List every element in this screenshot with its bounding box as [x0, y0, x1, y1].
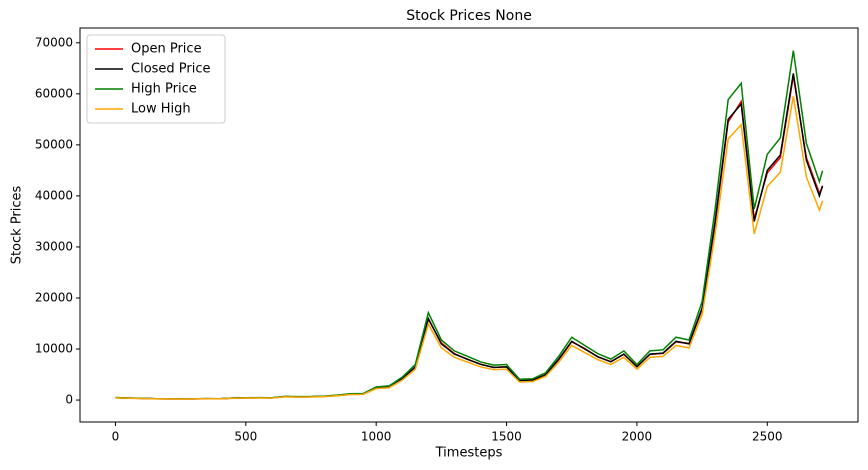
legend-label: High Price [131, 82, 197, 97]
y-tick-label: 40000 [35, 188, 73, 202]
y-tick-label: 0 [65, 393, 73, 407]
y-tick-label: 70000 [35, 35, 73, 49]
x-tick-label: 500 [234, 430, 257, 444]
plot-frame [79, 27, 859, 423]
x-tick-label: 0 [112, 430, 120, 444]
x-tick-label: 1000 [361, 430, 392, 444]
legend-box [86, 34, 226, 124]
y-tick-label: 20000 [35, 290, 73, 304]
x-axis-label: Timesteps [435, 446, 503, 461]
x-tick-label: 2500 [752, 430, 783, 444]
legend-label: Open Price [131, 42, 202, 57]
y-tick-label: 30000 [35, 239, 73, 253]
y-tick-label: 50000 [35, 137, 73, 151]
y-tick-label: 10000 [35, 342, 73, 356]
series-line [115, 96, 824, 400]
legend-label: Low High [131, 102, 191, 117]
x-tick-label: 1500 [491, 430, 522, 444]
series-line [115, 75, 824, 400]
chart-title: Stock Prices None [406, 8, 532, 24]
y-axis-label: Stock Prices [10, 185, 25, 264]
x-tick-label: 2000 [622, 430, 653, 444]
legend-label: Closed Price [131, 62, 211, 77]
y-tick-label: 60000 [35, 86, 73, 100]
